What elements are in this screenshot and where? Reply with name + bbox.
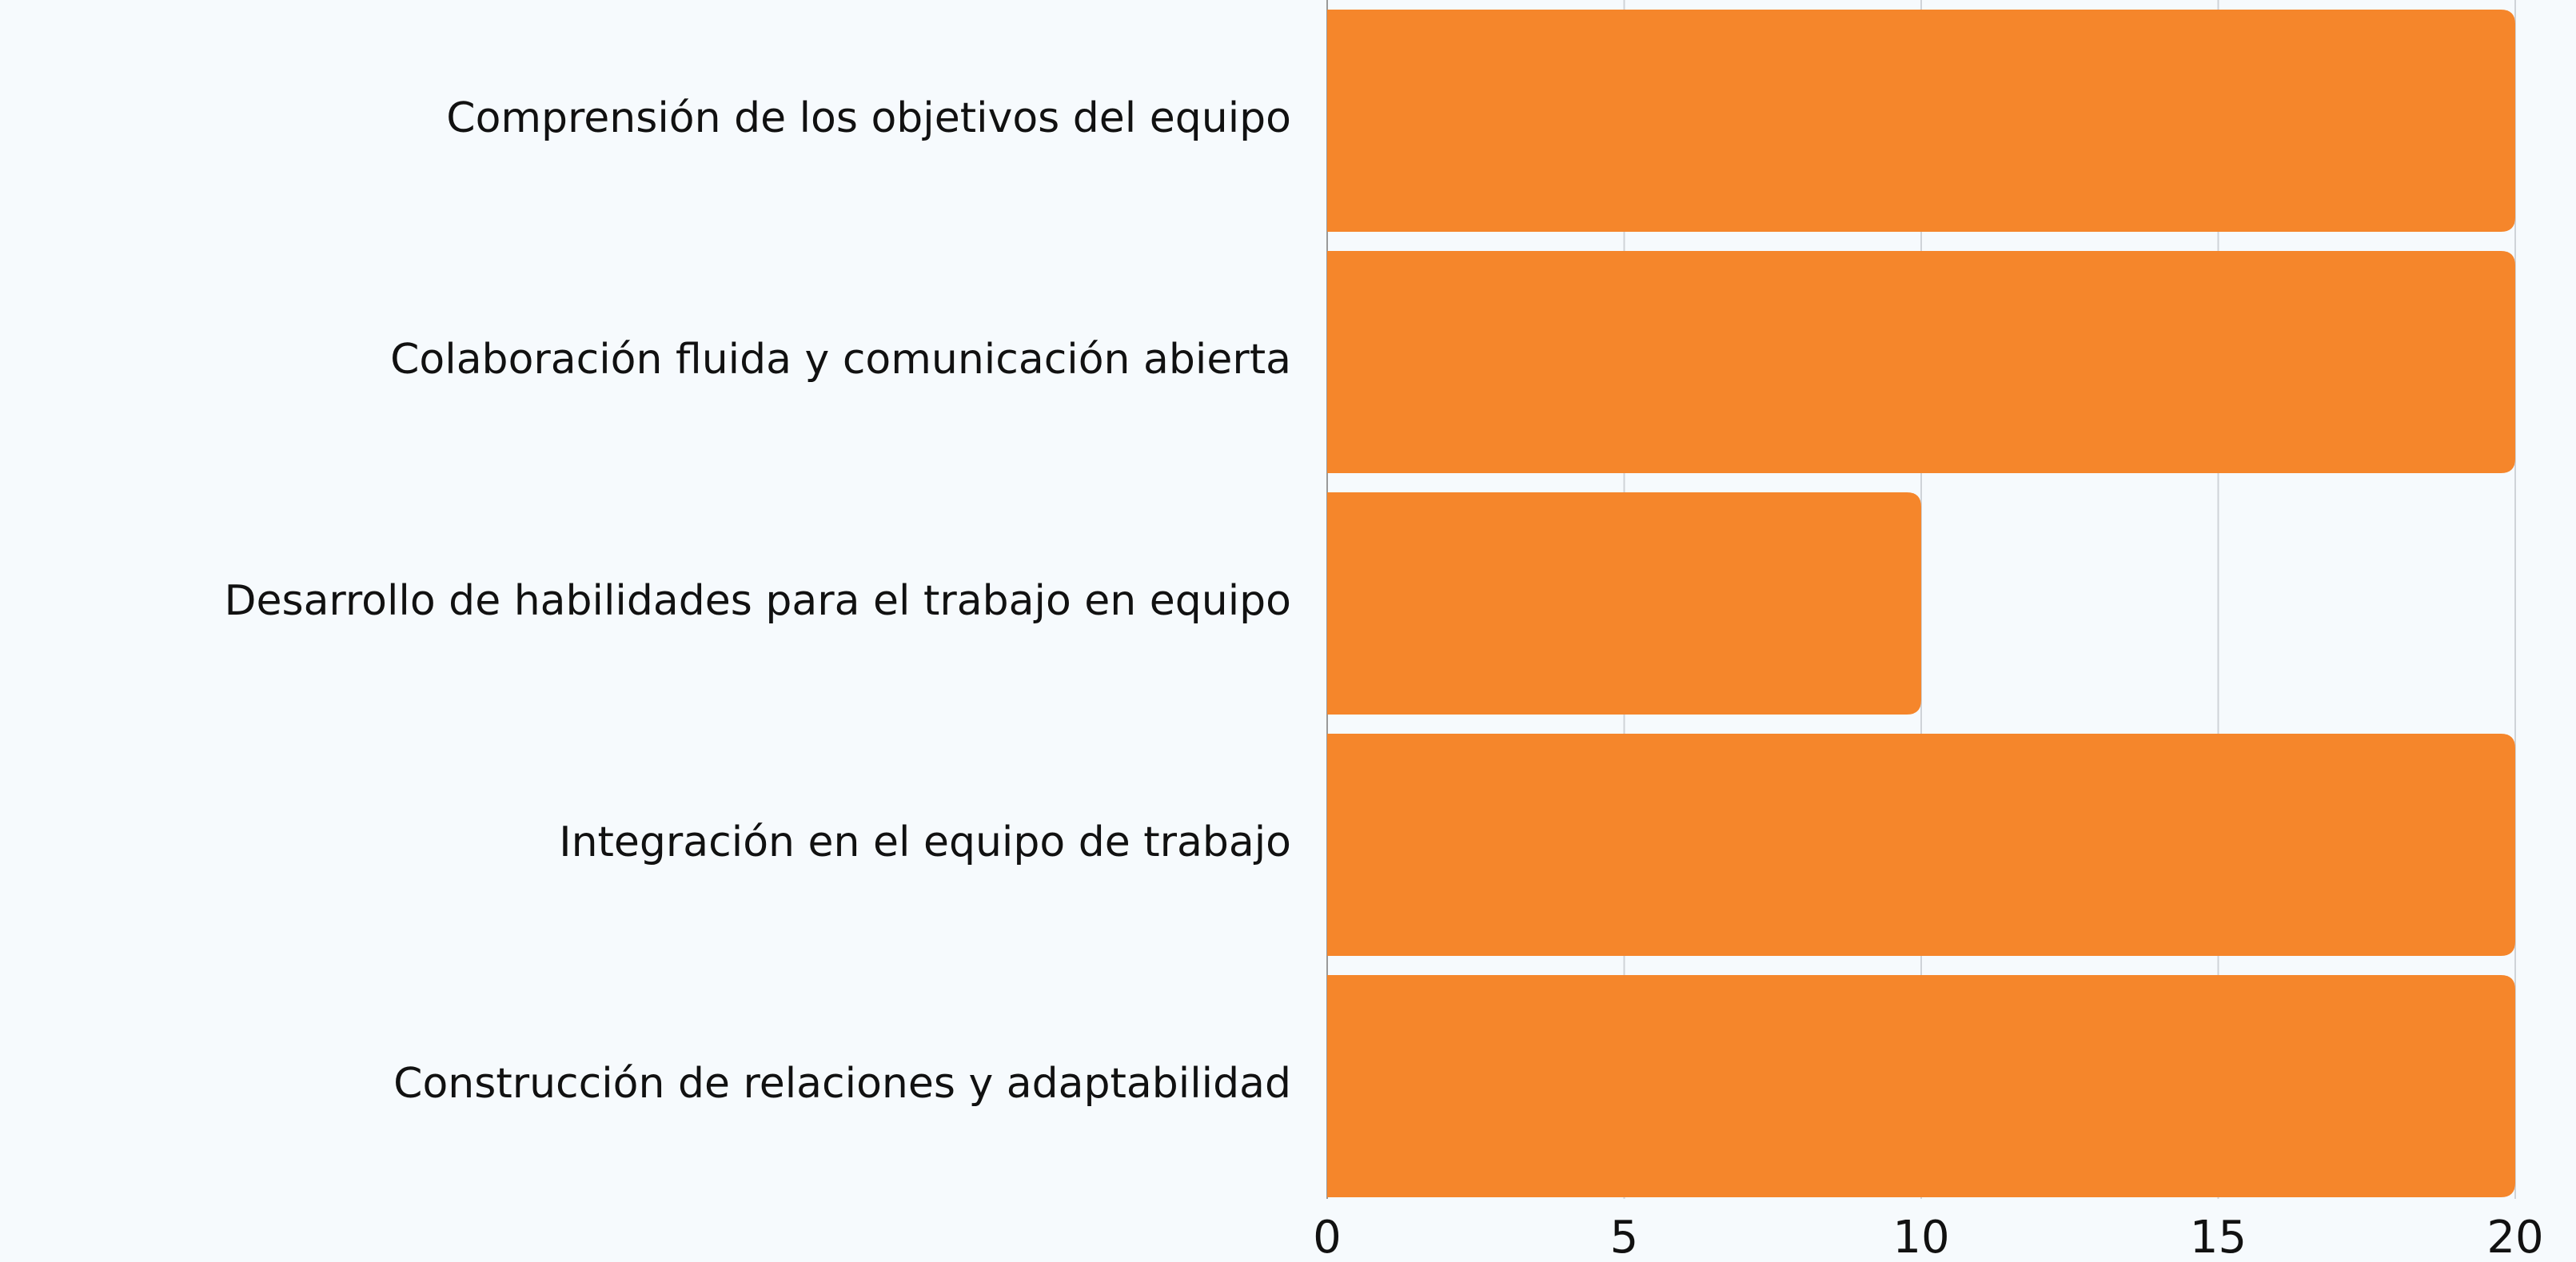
bar (1327, 10, 2515, 232)
y-tick-label: Colaboración fluida y comunicación abier… (390, 336, 1291, 384)
y-tick-label: Comprensión de los objetivos del equipo (446, 94, 1291, 142)
x-tick-label: 5 (1610, 1212, 1639, 1262)
bar (1327, 251, 2515, 473)
bar (1327, 492, 1921, 715)
x-tick-label: 10 (1892, 1212, 1949, 1262)
x-tick-label: 20 (2486, 1212, 2543, 1262)
bar (1327, 975, 2515, 1197)
y-tick-label: Desarrollo de habilidades para el trabaj… (224, 577, 1291, 625)
x-tick-label: 15 (2190, 1212, 2247, 1262)
bar (1327, 734, 2515, 956)
y-tick-label: Construcción de relaciones y adaptabilid… (393, 1060, 1291, 1108)
x-tick-label: 0 (1313, 1212, 1342, 1262)
y-tick-label: Integración en el equipo de trabajo (559, 818, 1291, 866)
